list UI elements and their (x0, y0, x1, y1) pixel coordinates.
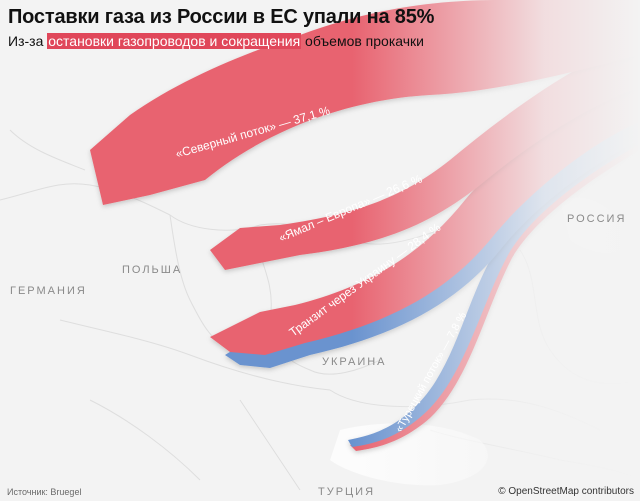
country-label-germany: ГЕРМАНИЯ (10, 285, 87, 297)
page-title: Поставки газа из России в ЕС упали на 85… (8, 6, 435, 28)
country-label-russia: РОССИЯ (567, 213, 627, 225)
source-note: Источник: Bruegel (7, 487, 82, 497)
subtitle-prefix: Из-за (8, 33, 48, 49)
map-attribution: © OpenStreetMap contributors (498, 486, 634, 497)
subtitle-highlight: остановки газопроводов и сокращения (47, 33, 302, 49)
page-subtitle: Из-за остановки газопроводов и сокращени… (8, 33, 424, 49)
subtitle-suffix: объемов прокачки (301, 33, 424, 49)
country-label-ukraine: УКРАИНА (322, 356, 387, 368)
country-label-poland: ПОЛЬША (122, 264, 183, 276)
country-label-turkey: ТУРЦИЯ (318, 486, 376, 498)
